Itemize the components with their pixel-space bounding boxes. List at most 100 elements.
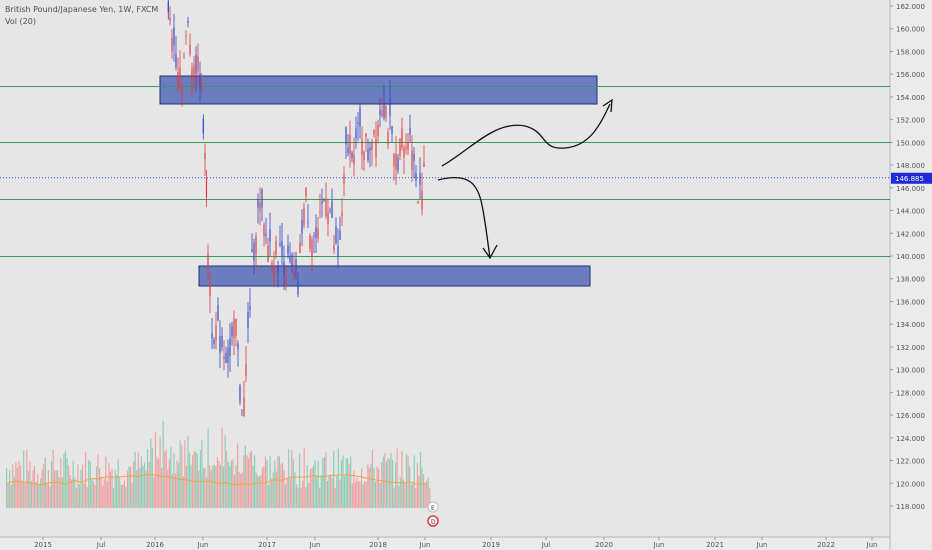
time-tick-label: 2020 (595, 541, 613, 549)
volume-bar (295, 484, 298, 508)
candle-body (251, 248, 253, 252)
time-tick-label: Jun (653, 541, 665, 549)
volume-bar (249, 452, 251, 508)
candle-body (259, 202, 261, 212)
volume-bar (254, 455, 256, 508)
volume-bar (343, 476, 346, 508)
volume-bar (196, 453, 198, 508)
volume-bar (413, 455, 415, 508)
volume-bar (33, 466, 36, 508)
projection-arrow-down (437, 176, 491, 259)
candle-body (291, 254, 293, 266)
volume-bar (78, 484, 80, 508)
volume-bar (106, 481, 108, 508)
volume-bar (148, 461, 150, 508)
time-tick-label: 2016 (146, 541, 164, 549)
volume-bar (223, 466, 225, 508)
volume-bar (29, 461, 31, 508)
volume-bar (15, 461, 17, 508)
volume-bar (206, 477, 208, 508)
volume-bar (423, 474, 425, 508)
time-tick-label: Jun (756, 541, 768, 549)
volume-bar (40, 478, 42, 508)
candle-body (287, 245, 289, 255)
volume-bar (9, 470, 11, 508)
time-tick-label: Jul (541, 541, 551, 549)
volume-bar (415, 487, 417, 508)
volume-bar (216, 457, 218, 508)
volume-bar (396, 448, 398, 508)
candle-body (297, 281, 299, 295)
candle-body (223, 356, 225, 360)
volume-bar (309, 469, 311, 508)
volume-bar (103, 478, 105, 508)
volume-bar (134, 451, 136, 508)
volume-bar (426, 480, 428, 508)
candle-body (387, 131, 389, 145)
volume-bar (320, 475, 322, 508)
volume-bar (250, 450, 253, 508)
volume-bar (167, 469, 169, 508)
volume-bar (173, 453, 175, 508)
volume-bar (240, 473, 242, 508)
volume-bar (297, 487, 299, 508)
volume-bar (319, 487, 321, 508)
volume-bar (156, 456, 158, 508)
projection-arrow-up (441, 103, 611, 167)
candle-body (219, 336, 221, 353)
volume-bar (347, 458, 349, 508)
volume-bar (38, 484, 40, 508)
candle-body (413, 153, 415, 161)
candle-body (205, 177, 208, 198)
volume-bar (264, 456, 267, 508)
volume-bar (399, 476, 401, 508)
candle-body (347, 147, 349, 153)
candle-body (191, 67, 193, 79)
volume-bar (229, 465, 231, 508)
candle-body (367, 149, 369, 161)
volume-bar (210, 469, 212, 508)
candle-body (331, 200, 333, 218)
volume-bar (224, 435, 226, 508)
price-tick-label: 118.000 (896, 503, 925, 511)
candle-body (385, 105, 387, 119)
candle-body (383, 102, 385, 118)
candle-body (349, 135, 351, 155)
volume-bar (27, 471, 29, 508)
volume-bar (350, 456, 352, 508)
candle-body (171, 38, 173, 52)
candle-body (325, 198, 327, 217)
volume-bar (362, 483, 364, 508)
volume-bar (193, 451, 195, 508)
volume-bar (187, 435, 189, 508)
volume-bar (64, 450, 67, 508)
volume-bar (364, 480, 366, 508)
candle-body (381, 110, 383, 117)
candle-body (207, 253, 209, 268)
volume-indicator-label: Vol (20) (5, 17, 36, 26)
candle-body (419, 173, 421, 185)
candle-body (359, 107, 361, 127)
volume-bar (257, 475, 259, 508)
volume-bar (16, 468, 19, 508)
candle-body (327, 212, 329, 225)
volume-bar (49, 486, 51, 508)
volume-bar (179, 440, 181, 508)
volume-bar (122, 484, 124, 508)
candle-body (275, 241, 277, 255)
volume-bar (162, 420, 164, 508)
volume-bar (83, 483, 85, 508)
volume-bar (260, 475, 262, 508)
volume-bar (72, 460, 74, 508)
time-tick-label: 2019 (482, 541, 500, 549)
candle-body (313, 235, 315, 237)
volume-bar (280, 464, 282, 508)
price-tick-label: 138.000 (896, 276, 925, 284)
time-tick-label: 2015 (34, 541, 52, 549)
candle-body (337, 246, 339, 258)
volume-bar (275, 471, 277, 508)
volume-bar (312, 465, 315, 508)
volume-bar (429, 487, 431, 508)
